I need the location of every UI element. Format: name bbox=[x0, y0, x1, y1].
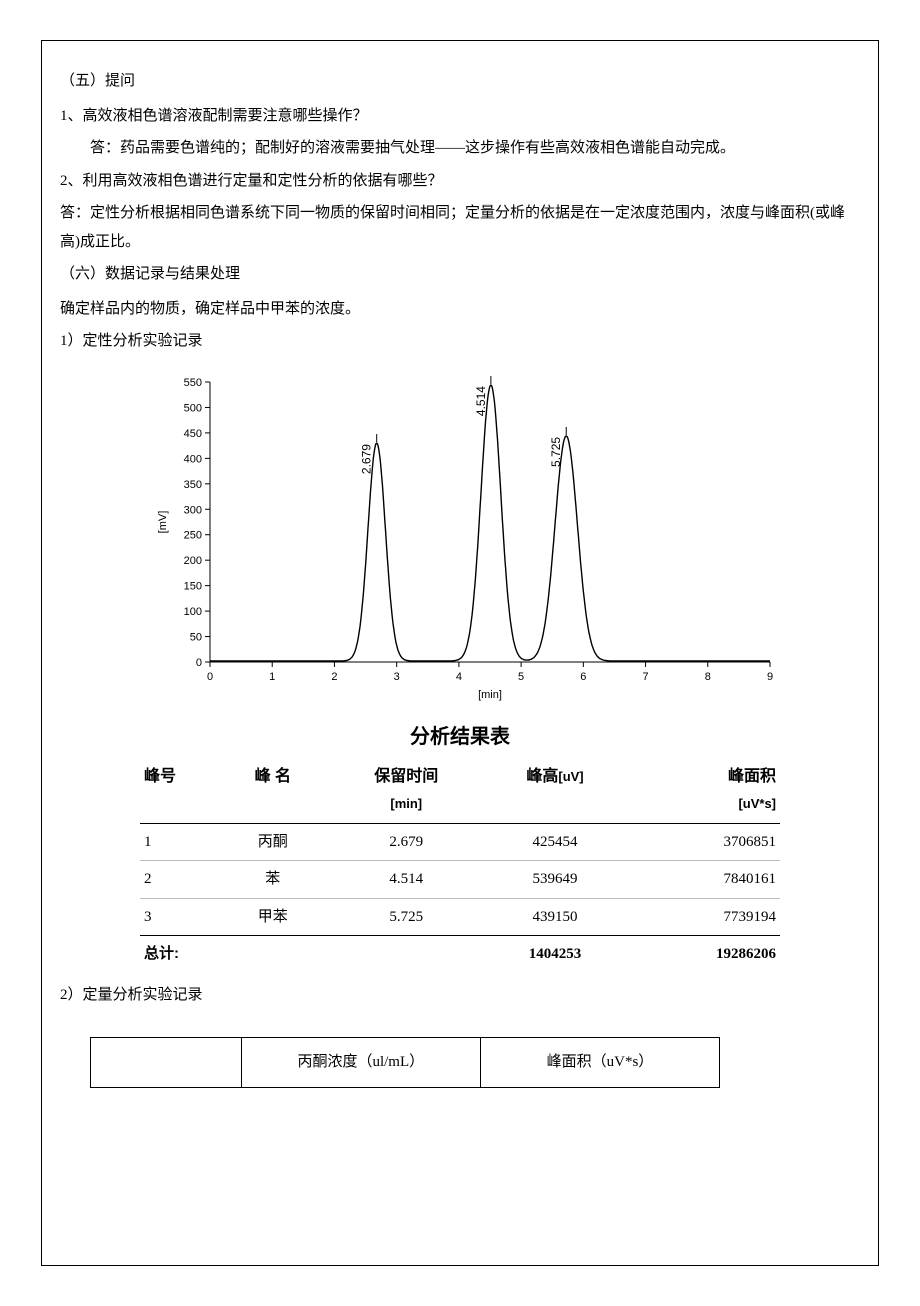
quant-conc: 丙酮浓度（ul/mL） bbox=[241, 1038, 480, 1088]
cell-a: 3706851 bbox=[630, 823, 780, 861]
cell-idx: 1 bbox=[140, 823, 213, 861]
svg-text:100: 100 bbox=[184, 606, 202, 618]
cell-rt: 5.725 bbox=[332, 898, 480, 936]
cell-rt: 2.679 bbox=[332, 823, 480, 861]
svg-text:400: 400 bbox=[184, 453, 202, 465]
total-label: 总计: bbox=[140, 936, 480, 973]
th-h-sub: [uV] bbox=[558, 769, 583, 784]
page-frame: （五）提问 1、高效液相色谱溶液配制需要注意哪些操作？ 答：药品需要色谱纯的；配… bbox=[41, 40, 879, 1266]
svg-text:350: 350 bbox=[184, 478, 202, 490]
cell-idx: 3 bbox=[140, 898, 213, 936]
th-h-main: 峰高 bbox=[526, 768, 558, 785]
th-rt-main: 保留时间 bbox=[374, 768, 438, 785]
task-desc: 确定样品内的物质，确定样品中甲苯的浓度。 bbox=[60, 295, 860, 324]
cell-h: 539649 bbox=[480, 861, 630, 899]
th-peak-no: 峰号 bbox=[140, 758, 213, 824]
chromatogram-svg: 0 50 100 150 200 250 300 350 400 450 500 550 0 1 2 3 4 5 6… bbox=[140, 364, 780, 704]
svg-text:5.725: 5.725 bbox=[549, 436, 563, 466]
cell-h: 439150 bbox=[480, 898, 630, 936]
th-height: 峰高[uV] bbox=[480, 758, 630, 824]
svg-text:300: 300 bbox=[184, 504, 202, 516]
svg-text:250: 250 bbox=[184, 529, 202, 541]
svg-text:[min]: [min] bbox=[478, 689, 502, 701]
cell-idx: 2 bbox=[140, 861, 213, 899]
svg-text:0: 0 bbox=[207, 671, 213, 683]
svg-text:3: 3 bbox=[394, 671, 400, 683]
th-peak-name: 峰 名 bbox=[213, 758, 332, 824]
question-1: 1、高效液相色谱溶液配制需要注意哪些操作？ bbox=[60, 102, 860, 131]
svg-text:7: 7 bbox=[642, 671, 648, 683]
quant-header-row: 丙酮浓度（ul/mL） 峰面积（uV*s） bbox=[91, 1038, 720, 1088]
results-title: 分析结果表 bbox=[140, 718, 780, 756]
chromatogram-chart: 0 50 100 150 200 250 300 350 400 450 500 550 0 1 2 3 4 5 6… bbox=[140, 364, 780, 704]
th-rt-sub: [min] bbox=[336, 792, 476, 817]
svg-text:1: 1 bbox=[269, 671, 275, 683]
results-block: 分析结果表 峰号 峰 名 保留时间 [min] 峰高[uV] 峰面积 [uV*s… bbox=[140, 718, 780, 973]
svg-text:8: 8 bbox=[705, 671, 711, 683]
svg-text:2: 2 bbox=[331, 671, 337, 683]
total-height: 1404253 bbox=[480, 936, 630, 973]
cell-a: 7840161 bbox=[630, 861, 780, 899]
svg-text:200: 200 bbox=[184, 555, 202, 567]
th-a-sub: [uV*s] bbox=[634, 792, 776, 817]
svg-text:450: 450 bbox=[184, 427, 202, 439]
table-row: 3甲苯5.7254391507739194 bbox=[140, 898, 780, 936]
quant-blank bbox=[91, 1038, 242, 1088]
cell-h: 425454 bbox=[480, 823, 630, 861]
results-table: 峰号 峰 名 保留时间 [min] 峰高[uV] 峰面积 [uV*s] 1丙酮2… bbox=[140, 758, 780, 973]
cell-name: 苯 bbox=[213, 861, 332, 899]
data-heading: （六）数据记录与结果处理 bbox=[60, 260, 860, 289]
svg-text:550: 550 bbox=[184, 377, 202, 389]
cell-name: 甲苯 bbox=[213, 898, 332, 936]
cell-name: 丙酮 bbox=[213, 823, 332, 861]
svg-text:[mV]: [mV] bbox=[157, 510, 169, 533]
quant-table: 丙酮浓度（ul/mL） 峰面积（uV*s） bbox=[90, 1037, 720, 1088]
svg-text:5: 5 bbox=[518, 671, 524, 683]
quantitative-label: 2）定量分析实验记录 bbox=[60, 981, 860, 1010]
questions-heading: （五）提问 bbox=[60, 67, 860, 96]
table-row: 2苯4.5145396497840161 bbox=[140, 861, 780, 899]
svg-text:0: 0 bbox=[196, 657, 202, 669]
question-2: 2、利用高效液相色谱进行定量和定性分析的依据有哪些？ bbox=[60, 167, 860, 196]
cell-a: 7739194 bbox=[630, 898, 780, 936]
results-total-row: 总计: 1404253 19286206 bbox=[140, 936, 780, 973]
svg-text:2.679: 2.679 bbox=[360, 443, 374, 473]
svg-text:9: 9 bbox=[767, 671, 773, 683]
total-area: 19286206 bbox=[630, 936, 780, 973]
quant-area: 峰面积（uV*s） bbox=[480, 1038, 719, 1088]
cell-rt: 4.514 bbox=[332, 861, 480, 899]
svg-text:150: 150 bbox=[184, 580, 202, 592]
svg-text:500: 500 bbox=[184, 402, 202, 414]
answer-1: 答：药品需要色谱纯的；配制好的溶液需要抽气处理——这步操作有些高效液相色谱能自动… bbox=[60, 134, 860, 163]
svg-text:4: 4 bbox=[456, 671, 462, 683]
th-area: 峰面积 [uV*s] bbox=[630, 758, 780, 824]
svg-text:50: 50 bbox=[190, 631, 202, 643]
th-a-main: 峰面积 bbox=[728, 768, 776, 785]
th-retention: 保留时间 [min] bbox=[332, 758, 480, 824]
qualitative-label: 1）定性分析实验记录 bbox=[60, 327, 860, 356]
answer-2: 答：定性分析根据相同色谱系统下同一物质的保留时间相同；定量分析的依据是在一定浓度… bbox=[60, 199, 860, 256]
svg-text:6: 6 bbox=[580, 671, 586, 683]
svg-text:4.514: 4.514 bbox=[474, 385, 488, 415]
table-row: 1丙酮2.6794254543706851 bbox=[140, 823, 780, 861]
